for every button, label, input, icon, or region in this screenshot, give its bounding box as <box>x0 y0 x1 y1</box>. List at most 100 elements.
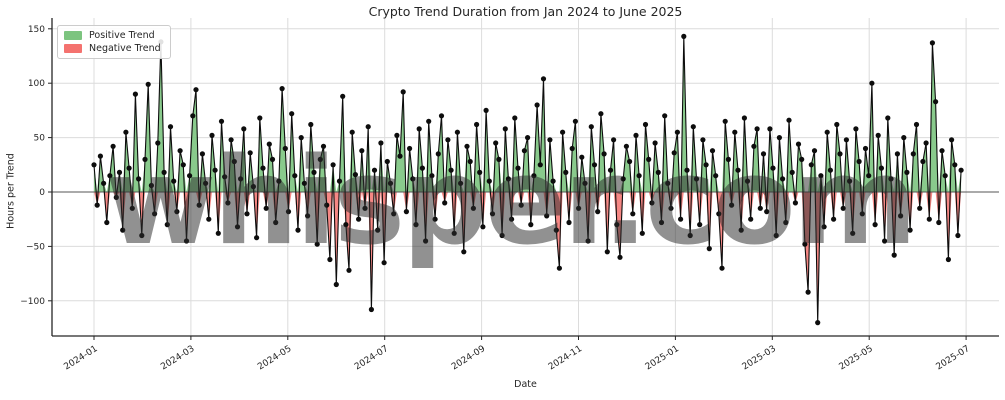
data-marker <box>209 132 215 138</box>
data-marker <box>866 173 872 179</box>
data-marker <box>949 137 955 143</box>
data-marker <box>375 227 381 233</box>
legend-label-positive: Positive Trend <box>89 30 155 41</box>
data-marker <box>257 115 263 121</box>
data-marker <box>340 93 346 99</box>
x-tick-label: 2024-07 <box>353 344 390 372</box>
data-marker <box>461 249 467 255</box>
data-marker <box>655 169 661 175</box>
data-marker <box>167 124 174 130</box>
data-marker <box>847 178 853 184</box>
data-marker <box>732 129 738 135</box>
data-marker <box>751 143 757 149</box>
data-marker <box>509 216 515 222</box>
data-marker <box>815 320 821 326</box>
data-marker <box>716 211 722 217</box>
data-marker <box>464 143 470 149</box>
data-marker <box>94 202 100 208</box>
data-marker <box>470 205 476 211</box>
data-marker <box>709 148 716 154</box>
data-marker <box>438 113 445 119</box>
data-marker <box>955 232 961 239</box>
x-tick-label: 2024-01 <box>62 344 99 372</box>
data-marker <box>333 281 339 288</box>
data-marker <box>767 126 773 132</box>
data-marker <box>729 202 735 208</box>
data-marker <box>840 205 846 211</box>
data-marker <box>802 241 808 247</box>
x-tick-label: 2025-01 <box>644 344 681 372</box>
data-marker <box>292 173 298 179</box>
data-marker <box>926 216 932 222</box>
data-marker <box>301 180 307 186</box>
data-marker <box>668 205 674 211</box>
data-marker <box>556 265 563 271</box>
data-marker <box>754 126 760 132</box>
data-marker <box>907 227 913 233</box>
data-marker <box>818 173 824 179</box>
data-marker <box>713 173 719 179</box>
data-marker <box>279 86 285 92</box>
data-marker <box>371 167 378 173</box>
data-marker <box>413 222 419 228</box>
data-marker <box>250 184 256 190</box>
data-marker <box>703 162 709 168</box>
data-marker <box>458 180 464 186</box>
data-marker <box>764 209 770 215</box>
data-marker <box>636 173 642 179</box>
data-marker <box>588 124 594 130</box>
y-axis-label: Hours per Trend <box>5 153 17 229</box>
x-tick-label: 2024-05 <box>256 344 293 372</box>
data-marker <box>945 256 952 263</box>
data-marker <box>528 222 534 228</box>
data-marker <box>684 167 690 173</box>
data-marker <box>225 200 231 206</box>
legend-label-negative: Negative Trend <box>89 42 161 54</box>
y-tick-label: 50 <box>34 134 46 144</box>
data-marker <box>362 205 368 211</box>
data-marker <box>311 169 317 175</box>
x-tick-label: 2025-05 <box>838 344 875 372</box>
legend: Positive Trend Negative Trend <box>57 25 171 59</box>
data-marker <box>295 227 301 233</box>
data-marker <box>598 111 604 117</box>
data-marker <box>910 151 916 157</box>
data-marker <box>266 141 272 147</box>
data-marker <box>231 158 237 165</box>
data-marker <box>923 140 929 146</box>
data-marker <box>706 246 712 252</box>
data-marker <box>639 230 645 236</box>
data-marker <box>429 173 435 179</box>
data-marker <box>735 167 741 173</box>
data-marker <box>939 148 945 154</box>
data-marker <box>180 162 186 168</box>
data-marker <box>563 169 569 175</box>
data-marker <box>391 211 397 217</box>
data-marker <box>496 156 502 162</box>
data-marker <box>193 87 199 93</box>
x-tick-label: 2024-03 <box>159 344 196 372</box>
data-marker <box>958 167 964 173</box>
data-marker <box>244 211 250 217</box>
data-marker <box>356 216 362 222</box>
data-marker <box>687 232 693 239</box>
data-marker <box>139 232 145 239</box>
data-marker <box>480 224 486 230</box>
data-marker <box>448 167 454 173</box>
data-marker <box>314 241 320 247</box>
data-marker <box>795 141 802 147</box>
data-marker <box>352 172 358 178</box>
data-marker <box>646 156 652 162</box>
data-marker <box>263 205 269 211</box>
data-marker <box>174 209 180 215</box>
data-marker <box>936 219 942 226</box>
data-marker <box>652 140 658 146</box>
data-marker <box>649 200 655 206</box>
x-tick-label: 2025-07 <box>934 344 971 372</box>
data-marker <box>215 230 221 236</box>
data-marker <box>719 265 725 271</box>
data-marker <box>614 222 620 228</box>
data-marker <box>499 232 505 239</box>
data-marker <box>410 176 416 182</box>
